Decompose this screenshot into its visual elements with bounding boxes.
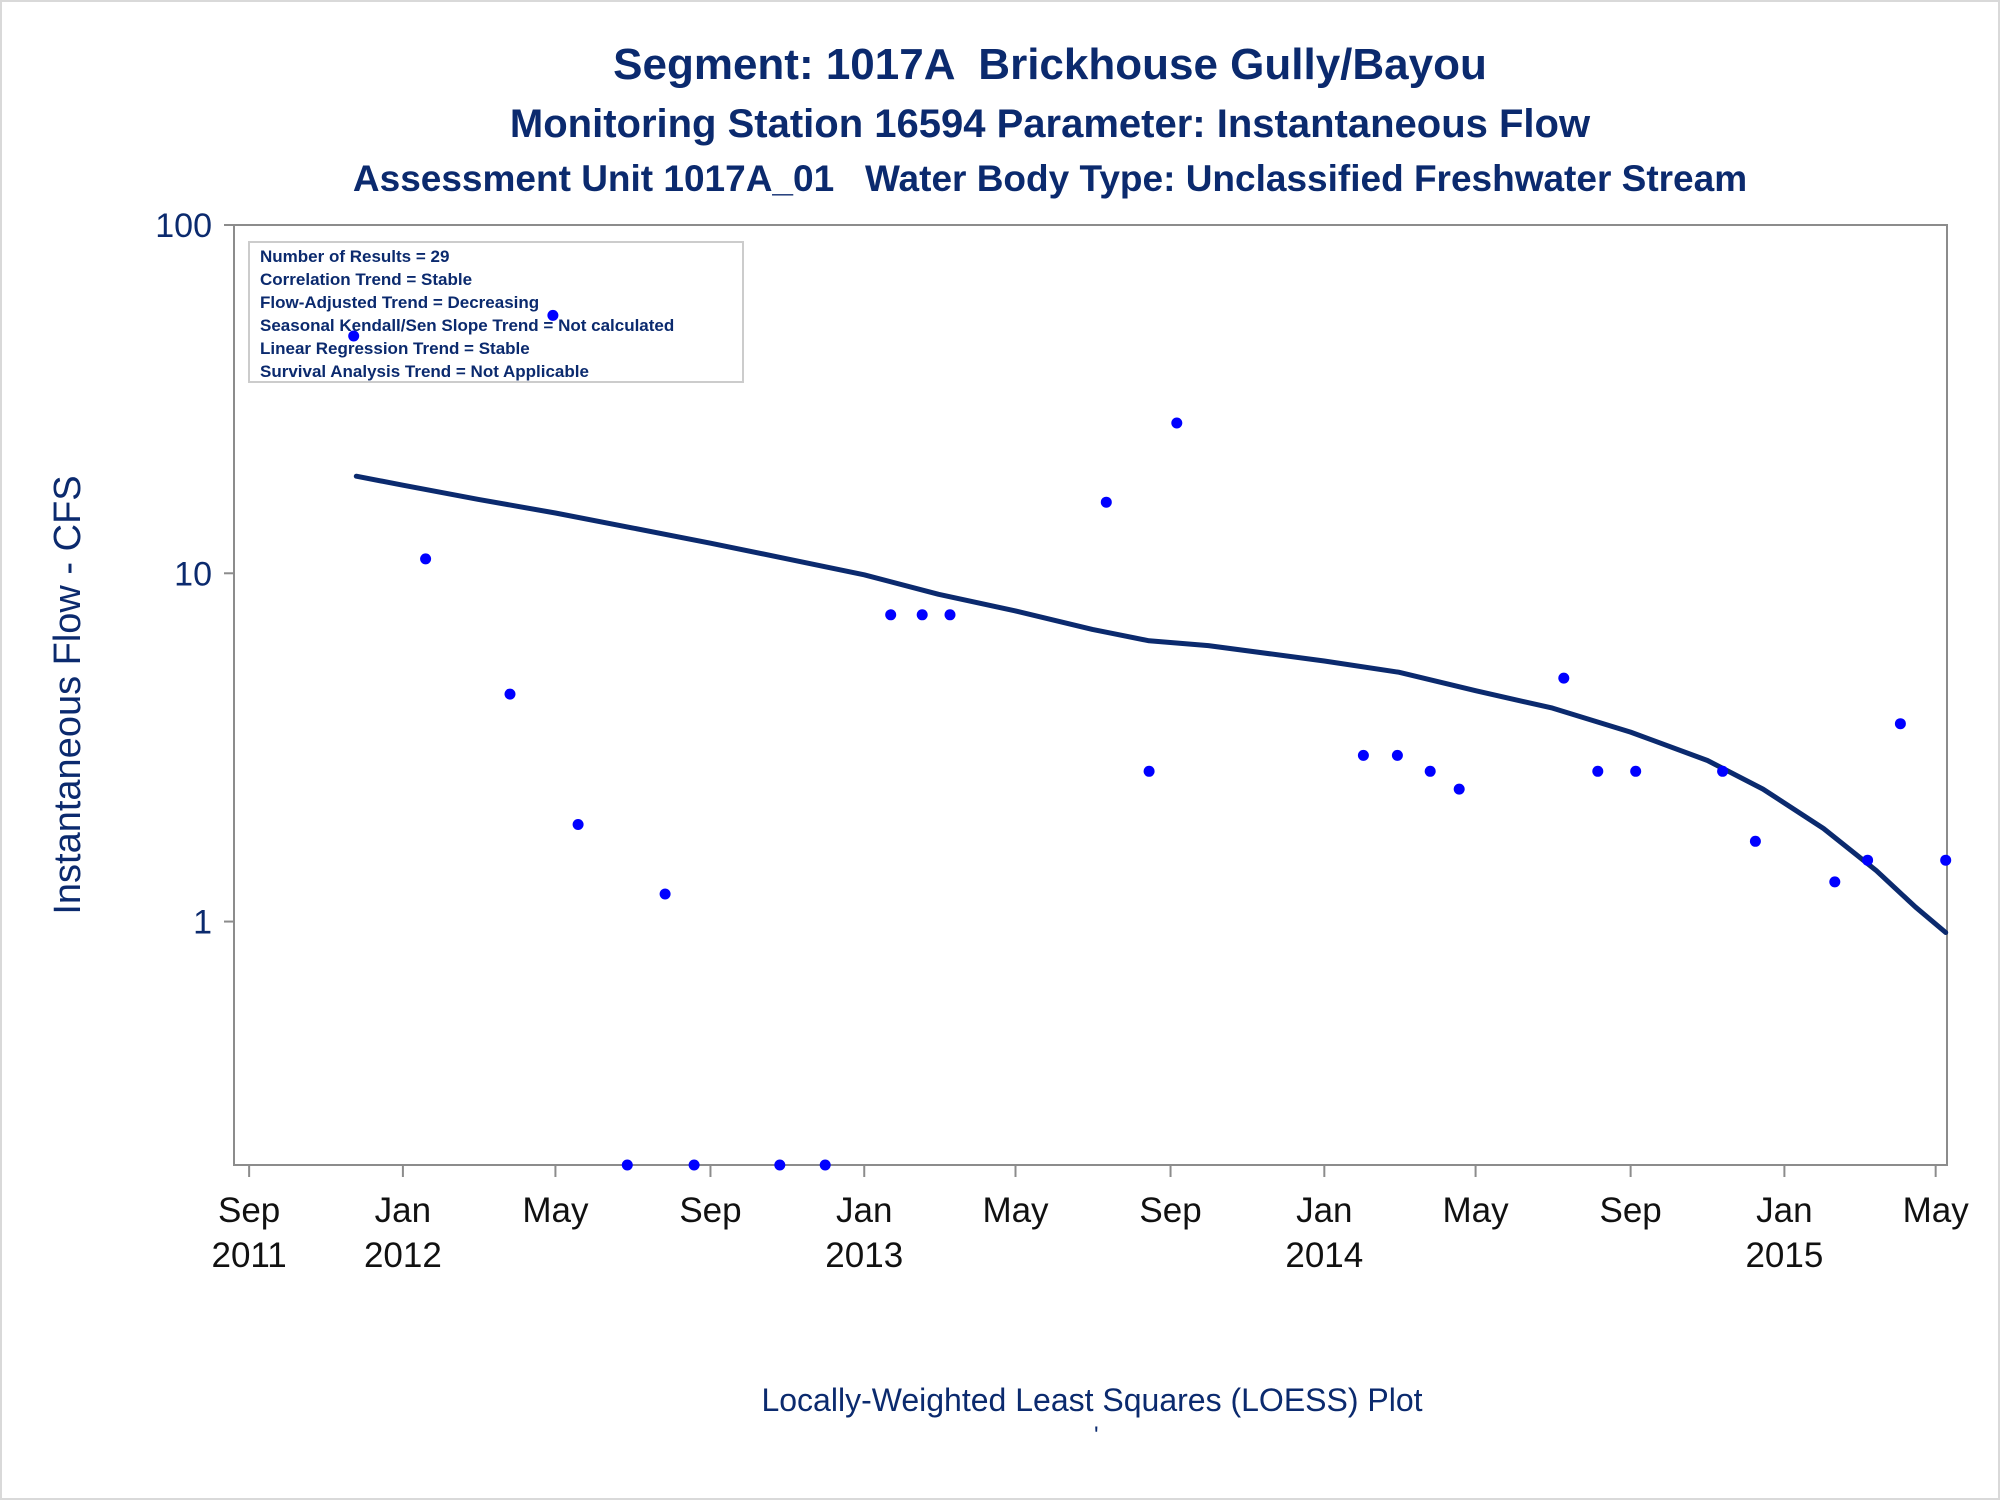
footnote-mark: ' bbox=[1094, 1422, 1099, 1449]
data-point bbox=[1143, 765, 1155, 777]
data-point bbox=[659, 888, 671, 900]
data-point bbox=[1453, 783, 1465, 795]
stats-line: Number of Results = 29 bbox=[260, 247, 449, 266]
data-point bbox=[420, 553, 432, 565]
x-tick-year-label: 2011 bbox=[211, 1236, 286, 1275]
data-point bbox=[1100, 496, 1112, 508]
x-axis: Sep 2011 Jan 2012 May Sep Jan 2013 May Sep Jan 2014… bbox=[211, 1165, 1969, 1275]
x-tick-label: May bbox=[982, 1191, 1049, 1230]
y-tick-label: 10 bbox=[174, 555, 212, 593]
data-point bbox=[1829, 876, 1841, 888]
data-point bbox=[1424, 765, 1436, 777]
data-point bbox=[1391, 749, 1403, 761]
data-point bbox=[1894, 718, 1906, 730]
x-tick-label: Jan bbox=[1756, 1191, 1812, 1230]
data-point bbox=[944, 609, 956, 621]
data-point bbox=[774, 1159, 786, 1171]
data-point bbox=[1862, 854, 1874, 866]
stats-box-border bbox=[248, 241, 744, 383]
stats-line: Correlation Trend = Stable bbox=[260, 270, 472, 289]
data-point bbox=[348, 330, 360, 342]
x-tick-label: Sep bbox=[679, 1191, 741, 1230]
chart-subtitle-assessment: Assessment Unit 1017A_01 Water Body Type… bbox=[352, 158, 1748, 199]
stats-line: Seasonal Kendall/Sen Slope Trend = Not c… bbox=[260, 316, 674, 335]
data-point bbox=[688, 1159, 700, 1171]
data-point bbox=[916, 609, 928, 621]
stats-box: Number of Results = 29 Correlation Trend … bbox=[248, 241, 744, 383]
data-point bbox=[1749, 835, 1761, 847]
data-point bbox=[504, 688, 516, 700]
x-tick-year-label: 2014 bbox=[1285, 1236, 1363, 1275]
x-tick-year-label: 2012 bbox=[364, 1236, 442, 1275]
data-point bbox=[1717, 765, 1729, 777]
x-tick-year-label: 2015 bbox=[1745, 1236, 1823, 1275]
data-point bbox=[1171, 417, 1183, 429]
x-tick-label: Sep bbox=[218, 1191, 280, 1230]
x-tick-label: May bbox=[522, 1191, 589, 1230]
y-axis: 1 10 100 Instantaneous Flow - CFS bbox=[47, 207, 234, 942]
plot-area-border bbox=[233, 224, 1948, 1166]
chart-subtitle-station: Monitoring Station 16594 Parameter: Inst… bbox=[509, 102, 1591, 146]
data-point bbox=[1940, 854, 1952, 866]
stats-line: Linear Regression Trend = Stable bbox=[260, 339, 530, 358]
y-tick-label: 100 bbox=[155, 207, 212, 245]
x-tick-year-label: 2013 bbox=[825, 1236, 903, 1275]
x-tick-label: May bbox=[1443, 1191, 1510, 1230]
data-point bbox=[547, 309, 559, 321]
data-point bbox=[621, 1159, 633, 1171]
data-point bbox=[1558, 672, 1570, 684]
x-tick-label: Sep bbox=[1139, 1191, 1201, 1230]
y-axis-label: Instantaneous Flow - CFS bbox=[47, 475, 89, 914]
data-point bbox=[1357, 749, 1369, 761]
data-point bbox=[885, 609, 897, 621]
y-tick-label: 1 bbox=[193, 904, 212, 942]
x-tick-label: Jan bbox=[1296, 1191, 1352, 1230]
stats-line: Flow-Adjusted Trend = Decreasing bbox=[260, 293, 539, 312]
data-point bbox=[1592, 765, 1604, 777]
data-point bbox=[572, 819, 584, 830]
x-tick-label: Sep bbox=[1599, 1191, 1661, 1230]
chart-title: Segment: 1017A Brickhouse Gully/Bayou bbox=[613, 40, 1487, 89]
data-point bbox=[819, 1159, 831, 1171]
x-tick-label: Jan bbox=[375, 1191, 431, 1230]
x-tick-label: May bbox=[1903, 1191, 1970, 1230]
loess-curve bbox=[353, 473, 1949, 935]
data-point bbox=[1630, 765, 1642, 777]
x-tick-label: Jan bbox=[836, 1191, 892, 1230]
footnote: Locally-Weighted Least Squares (LOESS) P… bbox=[761, 1382, 1423, 1418]
stats-line: Survival Analysis Trend = Not Applicable bbox=[260, 362, 589, 381]
